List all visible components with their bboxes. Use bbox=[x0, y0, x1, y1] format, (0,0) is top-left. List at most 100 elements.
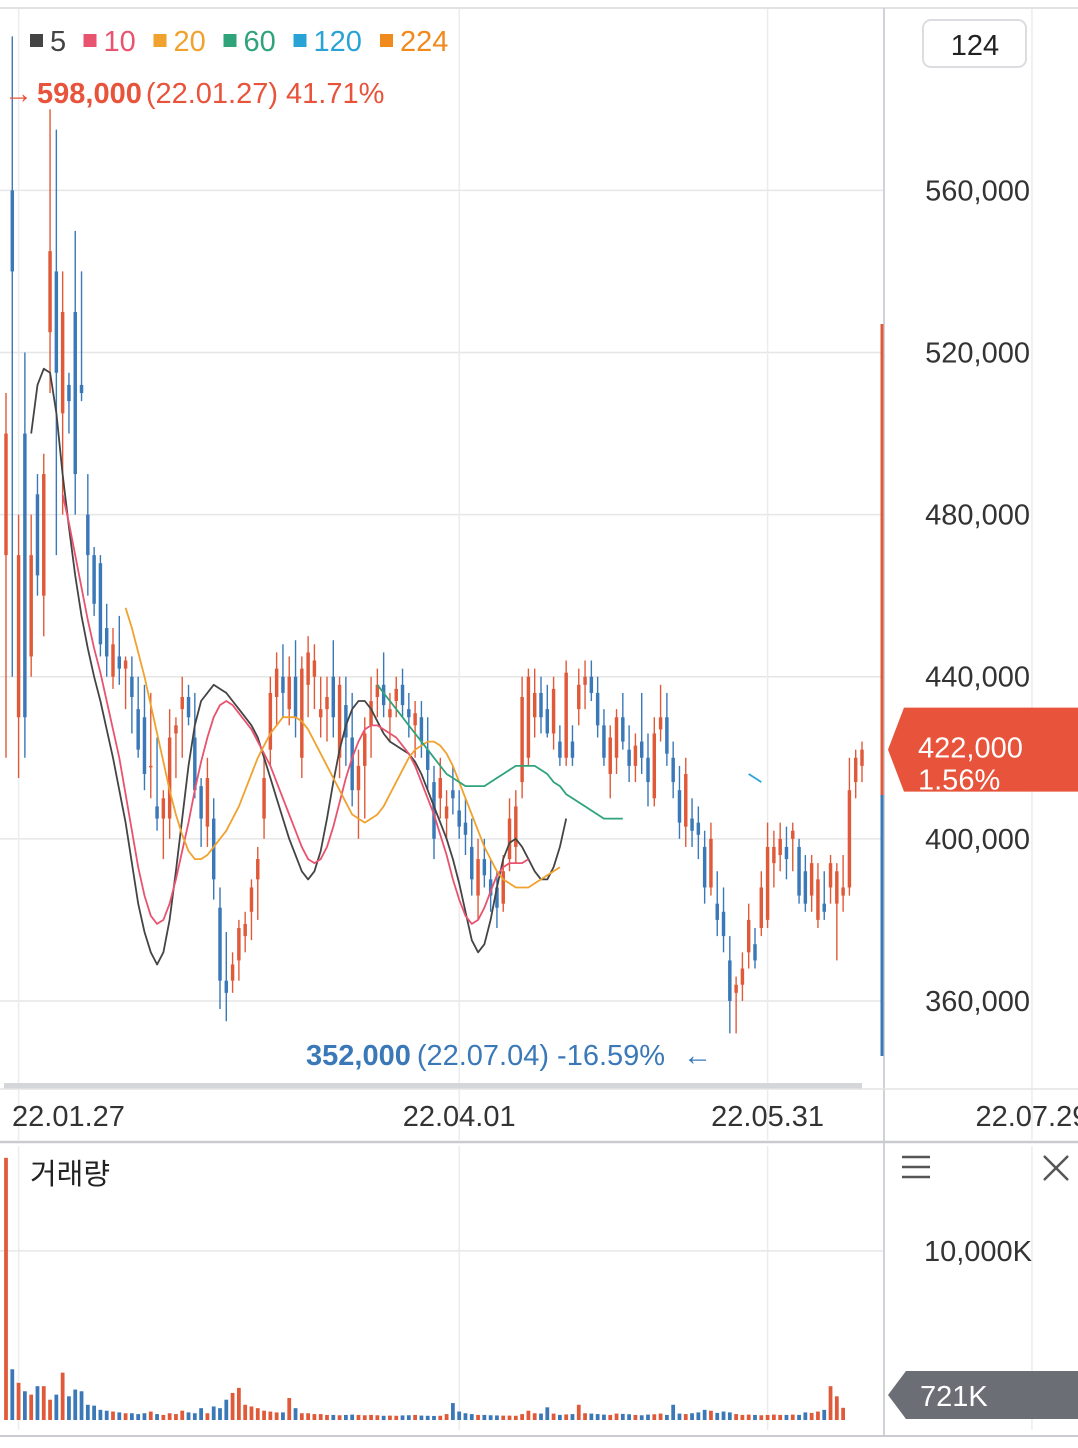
volume-bar[interactable] bbox=[551, 1413, 556, 1420]
candle[interactable] bbox=[577, 668, 581, 726]
candle[interactable] bbox=[73, 230, 77, 515]
volume-bar[interactable] bbox=[29, 1394, 34, 1420]
candle[interactable] bbox=[224, 932, 229, 1022]
candle[interactable] bbox=[256, 846, 260, 920]
volume-bar[interactable] bbox=[117, 1412, 122, 1420]
volume-bar[interactable] bbox=[790, 1414, 795, 1420]
volume-bar[interactable] bbox=[22, 1391, 27, 1420]
volume-bar[interactable] bbox=[564, 1414, 569, 1420]
volume-bar[interactable] bbox=[828, 1386, 833, 1420]
candle[interactable] bbox=[551, 676, 556, 750]
volume-bar[interactable] bbox=[343, 1414, 348, 1420]
candle[interactable] bbox=[281, 644, 285, 718]
volume-bar[interactable] bbox=[92, 1405, 97, 1420]
volume-bar[interactable] bbox=[501, 1415, 506, 1420]
candle[interactable] bbox=[180, 676, 184, 758]
volume-bar[interactable] bbox=[425, 1415, 430, 1420]
candle[interactable] bbox=[734, 976, 738, 1034]
candle[interactable] bbox=[381, 652, 386, 718]
candle[interactable] bbox=[847, 757, 852, 896]
candle[interactable] bbox=[828, 855, 833, 904]
volume-bar[interactable] bbox=[148, 1411, 153, 1420]
volume-bar[interactable] bbox=[262, 1410, 266, 1420]
candle[interactable] bbox=[558, 725, 562, 766]
volume-bar[interactable] bbox=[287, 1398, 292, 1420]
candle[interactable] bbox=[457, 790, 461, 839]
candle[interactable] bbox=[306, 636, 310, 718]
volume-bar[interactable] bbox=[180, 1410, 185, 1420]
volume-bar[interactable] bbox=[192, 1413, 197, 1420]
legend-item-10[interactable]: 10 bbox=[83, 26, 136, 58]
volume-bar[interactable] bbox=[595, 1414, 600, 1420]
volume-bar[interactable] bbox=[350, 1414, 355, 1420]
candle[interactable] bbox=[92, 547, 96, 616]
volume-bar[interactable] bbox=[325, 1414, 329, 1420]
candle[interactable] bbox=[646, 733, 650, 807]
candle[interactable] bbox=[23, 352, 27, 758]
period-button[interactable]: 124 bbox=[922, 19, 1027, 68]
candle[interactable] bbox=[117, 615, 122, 685]
volume-bar[interactable] bbox=[243, 1404, 248, 1420]
volume-bar[interactable] bbox=[205, 1413, 210, 1420]
candle[interactable] bbox=[621, 692, 625, 750]
candle[interactable] bbox=[111, 628, 115, 689]
volume-bar[interactable] bbox=[98, 1409, 103, 1420]
candle[interactable] bbox=[740, 952, 745, 1001]
candle[interactable] bbox=[155, 737, 159, 831]
volume-bar[interactable] bbox=[526, 1410, 531, 1420]
candle[interactable] bbox=[570, 725, 575, 766]
candle[interactable] bbox=[721, 887, 726, 953]
volume-bar[interactable] bbox=[331, 1414, 336, 1420]
legend-item-60[interactable]: 60 bbox=[223, 26, 276, 58]
candle[interactable] bbox=[312, 644, 317, 710]
candle[interactable] bbox=[167, 709, 172, 839]
volume-bar[interactable] bbox=[545, 1407, 550, 1420]
candle[interactable] bbox=[363, 717, 367, 819]
candle[interactable] bbox=[652, 717, 657, 807]
candle[interactable] bbox=[98, 555, 103, 657]
candle[interactable] bbox=[10, 36, 15, 677]
candle[interactable] bbox=[54, 129, 59, 556]
volume-bar[interactable] bbox=[388, 1415, 392, 1420]
volume-bar[interactable] bbox=[570, 1414, 575, 1420]
candle[interactable] bbox=[690, 798, 694, 847]
time-scrollbar[interactable] bbox=[4, 1083, 862, 1089]
legend-item-5[interactable]: 5 bbox=[30, 26, 66, 58]
volume-bar[interactable] bbox=[362, 1415, 367, 1420]
volume-bar[interactable] bbox=[356, 1414, 361, 1420]
volume-bar[interactable] bbox=[507, 1415, 512, 1420]
volume-bar[interactable] bbox=[690, 1413, 694, 1420]
candle[interactable] bbox=[809, 855, 814, 912]
candle[interactable] bbox=[589, 660, 594, 702]
volume-bar[interactable] bbox=[476, 1414, 480, 1420]
volume-bar[interactable] bbox=[104, 1410, 109, 1420]
candle[interactable] bbox=[627, 725, 631, 783]
volume-bar[interactable] bbox=[161, 1414, 166, 1420]
candle[interactable] bbox=[35, 474, 40, 596]
volume-bar[interactable] bbox=[236, 1387, 241, 1420]
volume-bar[interactable] bbox=[394, 1415, 399, 1420]
candle[interactable] bbox=[4, 393, 8, 758]
volume-bar[interactable] bbox=[369, 1414, 373, 1420]
candle[interactable] bbox=[413, 701, 417, 758]
candle[interactable] bbox=[331, 640, 336, 738]
volume-bar[interactable] bbox=[765, 1414, 770, 1420]
volume-bar[interactable] bbox=[822, 1409, 827, 1420]
candle[interactable] bbox=[67, 372, 71, 434]
volume-bar[interactable] bbox=[734, 1414, 739, 1420]
candle[interactable] bbox=[249, 879, 254, 941]
volume-bar[interactable] bbox=[633, 1414, 638, 1420]
volume-bar[interactable] bbox=[16, 1382, 21, 1420]
volume-bar[interactable] bbox=[576, 1404, 581, 1420]
volume-bar[interactable] bbox=[816, 1411, 820, 1420]
menu-icon[interactable] bbox=[902, 1155, 930, 1179]
candle[interactable] bbox=[595, 676, 600, 738]
candle[interactable] bbox=[608, 725, 612, 799]
candle[interactable] bbox=[205, 757, 210, 847]
candle[interactable] bbox=[639, 692, 644, 774]
volume-bar[interactable] bbox=[155, 1414, 159, 1420]
volume-bar[interactable] bbox=[482, 1414, 487, 1420]
candle[interactable] bbox=[583, 660, 587, 710]
volume-bar[interactable] bbox=[797, 1414, 801, 1420]
